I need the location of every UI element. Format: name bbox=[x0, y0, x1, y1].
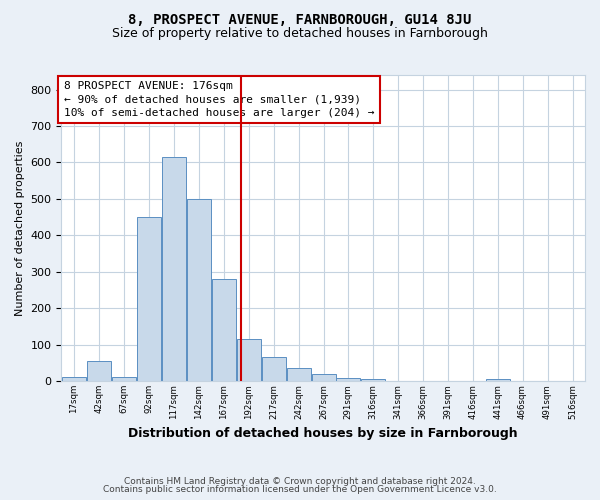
Bar bbox=[485, 379, 509, 381]
Bar bbox=[112, 378, 136, 381]
Bar bbox=[212, 279, 236, 381]
Text: Contains public sector information licensed under the Open Government Licence v3: Contains public sector information licen… bbox=[103, 485, 497, 494]
Bar bbox=[287, 368, 311, 381]
Y-axis label: Number of detached properties: Number of detached properties bbox=[15, 140, 25, 316]
Bar bbox=[62, 378, 86, 381]
Bar bbox=[87, 361, 111, 381]
Bar bbox=[162, 157, 186, 381]
Bar bbox=[187, 199, 211, 381]
Bar bbox=[137, 217, 161, 381]
Text: Contains HM Land Registry data © Crown copyright and database right 2024.: Contains HM Land Registry data © Crown c… bbox=[124, 477, 476, 486]
Bar bbox=[312, 374, 335, 381]
Bar bbox=[237, 339, 261, 381]
Text: 8, PROSPECT AVENUE, FARNBOROUGH, GU14 8JU: 8, PROSPECT AVENUE, FARNBOROUGH, GU14 8J… bbox=[128, 12, 472, 26]
Bar bbox=[361, 379, 385, 381]
Bar bbox=[335, 378, 359, 381]
Bar bbox=[262, 358, 286, 381]
Text: 8 PROSPECT AVENUE: 176sqm
← 90% of detached houses are smaller (1,939)
10% of se: 8 PROSPECT AVENUE: 176sqm ← 90% of detac… bbox=[64, 81, 374, 118]
X-axis label: Distribution of detached houses by size in Farnborough: Distribution of detached houses by size … bbox=[128, 427, 518, 440]
Text: Size of property relative to detached houses in Farnborough: Size of property relative to detached ho… bbox=[112, 28, 488, 40]
